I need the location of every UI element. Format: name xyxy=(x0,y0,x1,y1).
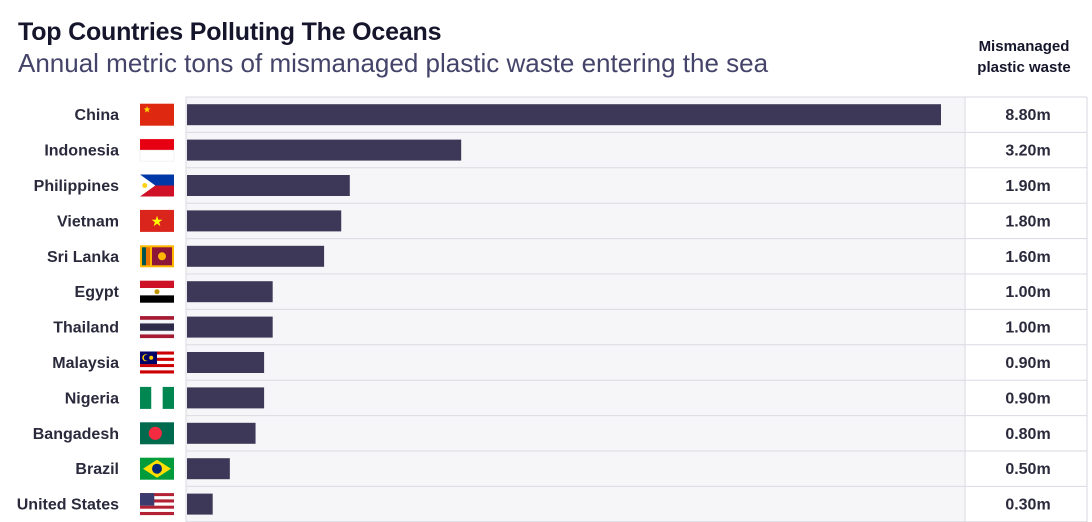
value-label: 0.80m xyxy=(1005,426,1050,443)
chart-row: Philippines 1.90m xyxy=(34,174,1051,197)
philippines-flag-icon xyxy=(140,174,174,197)
bar xyxy=(187,352,265,373)
chart-row: Sri Lanka 1.60m xyxy=(47,245,1051,268)
chart-row: Brazil 0.50m xyxy=(75,457,1051,480)
bar xyxy=(187,387,265,409)
value-label: 1.60m xyxy=(1005,249,1050,266)
country-label: Thailand xyxy=(53,320,119,337)
chart-row: Egypt 1.00m xyxy=(75,280,1051,303)
value-label: 0.50m xyxy=(1005,461,1050,478)
bar xyxy=(187,245,325,267)
value-label: 1.90m xyxy=(1005,178,1050,195)
chart-title: Top Countries Polluting The Oceans xyxy=(18,18,442,46)
chart-row: China ★ 8.80m xyxy=(75,103,1051,126)
value-column-header: Mismanaged plastic waste xyxy=(962,36,1086,78)
chart-row: Vietnam ★ 1.80m xyxy=(57,209,1051,232)
bar xyxy=(187,104,941,126)
value-label: 1.00m xyxy=(1005,284,1050,301)
value-column-header-line-1: Mismanaged xyxy=(978,38,1070,55)
bar xyxy=(187,175,350,196)
country-label: Malaysia xyxy=(52,355,119,372)
country-label: Egypt xyxy=(75,284,120,301)
country-label: Brazil xyxy=(75,461,119,478)
country-label: Indonesia xyxy=(44,143,119,160)
malaysia-flag-icon xyxy=(140,351,174,374)
chart-row: Bangadesh 0.80m xyxy=(33,422,1051,445)
country-label: United States xyxy=(17,497,119,514)
bar xyxy=(187,458,230,480)
value-label: 1.80m xyxy=(1005,213,1050,230)
country-label: China xyxy=(75,107,120,124)
china-flag-icon: ★ xyxy=(140,103,174,126)
svg-text:★: ★ xyxy=(151,214,164,230)
value-column-header-line-2: plastic waste xyxy=(977,59,1071,76)
value-label: 0.90m xyxy=(1005,390,1050,407)
bar xyxy=(187,210,342,232)
value-label: 0.90m xyxy=(1005,355,1050,372)
chart-row: Thailand 1.00m xyxy=(53,316,1051,339)
value-label: 8.80m xyxy=(1005,107,1050,124)
chart-row: Indonesia 3.20m xyxy=(44,139,1051,162)
brazil-flag-icon xyxy=(140,457,174,480)
egypt-flag-icon xyxy=(140,280,174,303)
country-label: Philippines xyxy=(34,178,119,195)
chart-row: Malaysia 0.90m xyxy=(52,351,1051,374)
svg-text:★: ★ xyxy=(143,106,151,116)
country-label: Vietnam xyxy=(57,213,119,230)
united-states-flag-icon xyxy=(140,493,174,516)
bar xyxy=(187,422,256,444)
thailand-flag-icon xyxy=(140,316,174,339)
bangladesh-flag-icon xyxy=(140,422,174,445)
bar xyxy=(187,316,273,338)
country-label: Sri Lanka xyxy=(47,249,119,266)
sri-lanka-flag-icon xyxy=(140,245,174,268)
country-label: Bangadesh xyxy=(33,426,119,443)
bar xyxy=(187,493,213,515)
indonesia-flag-icon xyxy=(139,139,175,162)
value-label: 3.20m xyxy=(1005,143,1050,160)
bar xyxy=(187,139,462,161)
value-label: 1.00m xyxy=(1005,320,1050,337)
chart-row: United States 0.30m xyxy=(17,493,1051,516)
country-label: Nigeria xyxy=(65,390,119,407)
bar xyxy=(187,281,273,303)
nigeria-flag-icon xyxy=(140,386,174,409)
grid xyxy=(185,96,1088,522)
chart-row: Nigeria 0.90m xyxy=(65,386,1051,409)
vietnam-flag-icon: ★ xyxy=(140,209,174,232)
value-label: 0.30m xyxy=(1005,497,1050,514)
chart-subtitle: Annual metric tons of mismanaged plastic… xyxy=(18,48,769,78)
